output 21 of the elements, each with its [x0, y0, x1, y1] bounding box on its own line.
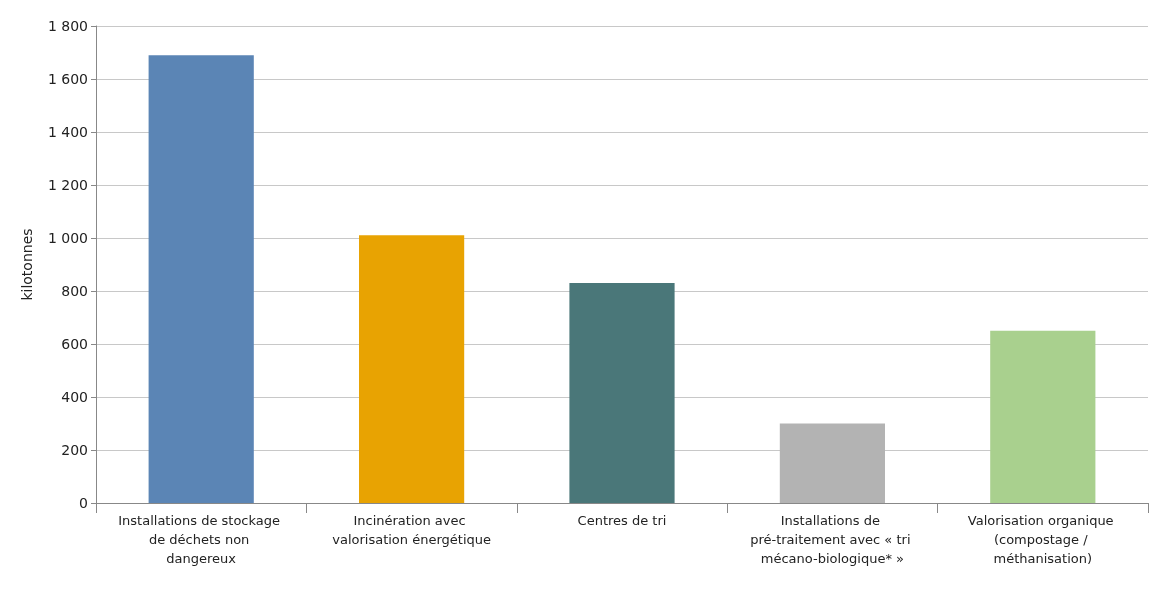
x-tick-label: Centres de tri [577, 513, 667, 528]
bar [569, 283, 675, 503]
y-axis-title: kilotonnes [19, 228, 35, 301]
y-tick-label: 1 200 [47, 177, 88, 193]
y-tick-label: 1 000 [47, 230, 88, 246]
bar [148, 55, 254, 503]
y-tick-label: 0 [79, 495, 88, 511]
x-tick-label: Installations de pré-traitement avec « tri mécano-biologique* » [750, 513, 915, 566]
y-tick-label: 1 800 [47, 18, 88, 34]
x-tick-label: Incinération avec valorisation énergétique [332, 513, 491, 547]
bar [990, 330, 1096, 503]
y-tick-label: 1 400 [47, 124, 88, 140]
y-tick-label: 200 [61, 442, 88, 458]
y-tick-label: 400 [61, 389, 88, 405]
x-tick-label: Installations de stockage de déchets non dangereux [118, 513, 285, 566]
x-tick-label: Valorisation organique (compostage / méthanisation) [967, 513, 1118, 566]
bar [779, 423, 885, 503]
bar [359, 235, 465, 503]
y-tick-label: 600 [61, 336, 88, 352]
y-tick-label: 800 [61, 283, 88, 299]
y-tick-label: 1 600 [47, 71, 88, 87]
